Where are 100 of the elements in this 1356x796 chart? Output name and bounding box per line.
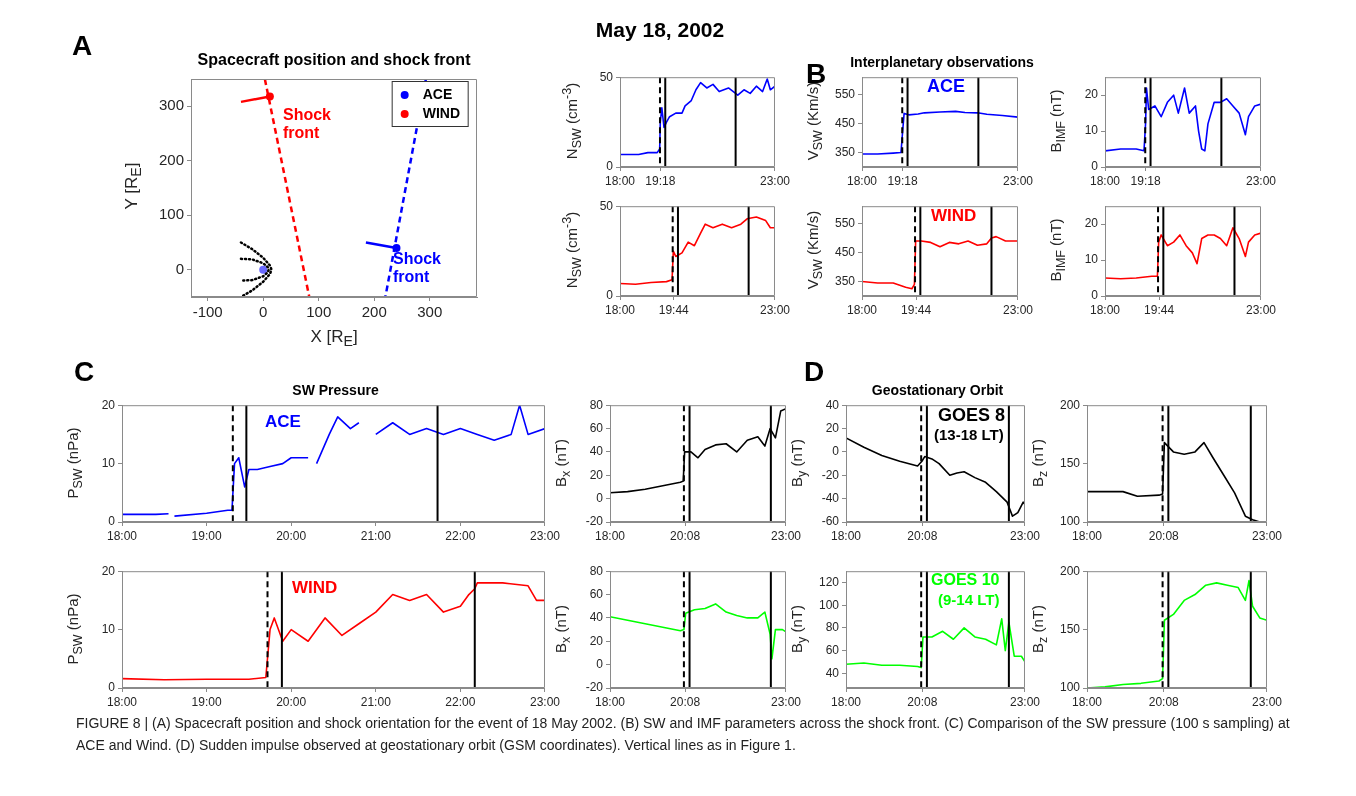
x-tick-label: -100 (192, 303, 223, 321)
x-tick-label: 22:00 (445, 694, 476, 709)
y-tick-label: 450 (834, 244, 856, 259)
x-tick-label: 23:00 (1251, 694, 1283, 709)
x-tick-label: 18:00 (1089, 302, 1121, 317)
y-tick-label: 20 (1084, 216, 1099, 231)
text: A (72, 30, 93, 62)
y-tick-label: 80 (589, 563, 604, 578)
y-tick-label: 20 (1084, 87, 1099, 102)
y-tick-label: 20 (101, 563, 116, 578)
x-tick-label: 0 (259, 303, 268, 321)
y-tick-label: 20 (589, 633, 604, 648)
x-tick-label: 23:00 (770, 528, 802, 543)
annotation: Shock front (393, 250, 442, 286)
text: C (74, 356, 95, 388)
x-tick-label: 18:00 (594, 694, 626, 709)
y-tick-label: 200 (1059, 397, 1081, 412)
y-tick-label: 100 (1059, 680, 1081, 695)
x-tick-label: 23:00 (1245, 302, 1277, 317)
x-tick-label: 18:00 (604, 302, 636, 317)
x-tick-label: 20:08 (1148, 694, 1180, 709)
annotation: Shock front (283, 106, 332, 142)
x-tick-label: 22:00 (445, 528, 476, 543)
y-tick-label: 40 (589, 610, 604, 625)
x-tick-label: 23:00 (770, 694, 802, 709)
x-tick-label: 18:00 (1071, 694, 1103, 709)
y-tick-label: 50 (599, 198, 614, 213)
y-tick-label: -20 (585, 680, 604, 695)
x-tick-label: 20:08 (670, 528, 701, 543)
x-tick-label: 23:00 (529, 528, 561, 543)
x-tick-label: 20:08 (907, 694, 938, 709)
y-tick-label: 0 (1091, 159, 1099, 174)
y-tick-label: 10 (101, 621, 116, 636)
y-tick-label: 80 (589, 397, 604, 412)
annotation: WIND (292, 578, 338, 598)
x-tick-label: 20:08 (907, 528, 938, 543)
x-tick-label: 18:00 (1089, 173, 1121, 188)
x-tick-label: 20:08 (1148, 528, 1180, 543)
y-tick-label: 50 (599, 69, 614, 84)
y-tick-label: 80 (825, 620, 840, 635)
y-tick-label: 350 (834, 144, 856, 159)
annotation: GOES 8 (938, 405, 1006, 426)
y-tick-label: 0 (606, 288, 614, 303)
y-tick-label: 60 (589, 586, 604, 601)
y-tick-label: 450 (834, 115, 856, 130)
annotation: (9-14 LT) (938, 591, 1000, 608)
y-tick-label: 150 (1059, 621, 1081, 636)
x-tick-label: 18:00 (604, 173, 636, 188)
y-tick-label: 350 (834, 273, 856, 288)
y-tick-label: 0 (596, 490, 604, 505)
x-tick-label: 23:00 (1009, 694, 1041, 709)
x-tick-label: 100 (306, 303, 332, 321)
chart-title: Spacecraft position and shock front (197, 51, 471, 69)
annotation: (13-18 LT) (934, 426, 1004, 443)
y-tick-label: 40 (589, 444, 604, 459)
x-tick-label: 19:18 (1130, 173, 1161, 188)
y-tick-label: 40 (825, 397, 840, 412)
x-tick-label: 21:00 (360, 694, 392, 709)
y-tick-label: 0 (832, 444, 840, 459)
y-tick-label: -60 (821, 514, 840, 529)
y-tick-label: -20 (821, 467, 840, 482)
x-tick-label: 19:18 (887, 173, 918, 188)
y-tick-label: 10 (1084, 123, 1099, 138)
x-tick-label: 19:44 (658, 302, 690, 317)
text: D (804, 356, 825, 388)
y-tick-label: 300 (158, 96, 184, 114)
y-tick-label: 60 (589, 420, 604, 435)
x-tick-label: 19:00 (191, 528, 222, 543)
y-tick-label: -20 (585, 514, 604, 529)
x-tick-label: 23:00 (759, 173, 791, 188)
y-tick-label: 100 (1059, 514, 1081, 529)
annotation: ACE (265, 412, 301, 432)
y-tick-label: 60 (825, 642, 840, 657)
x-tick-label: 20:08 (670, 694, 701, 709)
x-tick-label: 23:00 (759, 302, 791, 317)
x-tick-label: 23:00 (529, 694, 561, 709)
y-tick-label: 10 (1084, 252, 1099, 267)
y-tick-label: 20 (589, 467, 604, 482)
y-tick-label: 100 (158, 205, 184, 223)
legend-label: ACE (422, 86, 453, 102)
x-tick-label: 20:00 (276, 528, 307, 543)
x-tick-label: 18:00 (1071, 528, 1103, 543)
x-tick-label: 18:00 (106, 694, 138, 709)
x-tick-label: 19:00 (191, 694, 222, 709)
x-tick-label: 19:44 (1144, 302, 1175, 317)
y-tick-label: 0 (1091, 288, 1099, 303)
chart-title: SW Pressure (292, 382, 379, 398)
y-tick-label: 0 (108, 680, 116, 695)
chart-title: Geostationary Orbit (871, 382, 1004, 398)
y-tick-label: 120 (818, 574, 840, 589)
caption: FIGURE 8 | (A) Spacecraft position and shock orientation for the event of 18 May 2002. (B) SW and IMF parameters across the shock front. (C) Comparison of the SW pressure (100 s sampling) at ACE and Wind. (D) Sudden impulse observed at geostationary orbit (GSM coordinates). Vertical lines as in Figure 1. (76, 714, 1291, 755)
annotation: WIND (931, 206, 977, 226)
y-tick-label: 0 (175, 259, 184, 277)
line-series (239, 241, 273, 297)
x-tick-label: 19:44 (901, 302, 932, 317)
x-tick-label: 300 (417, 303, 443, 321)
x-tick-label: 23:00 (1245, 173, 1277, 188)
x-tick-label: 23:00 (1002, 302, 1034, 317)
y-tick-label: 0 (108, 514, 116, 529)
y-tick-label: 550 (834, 215, 856, 230)
